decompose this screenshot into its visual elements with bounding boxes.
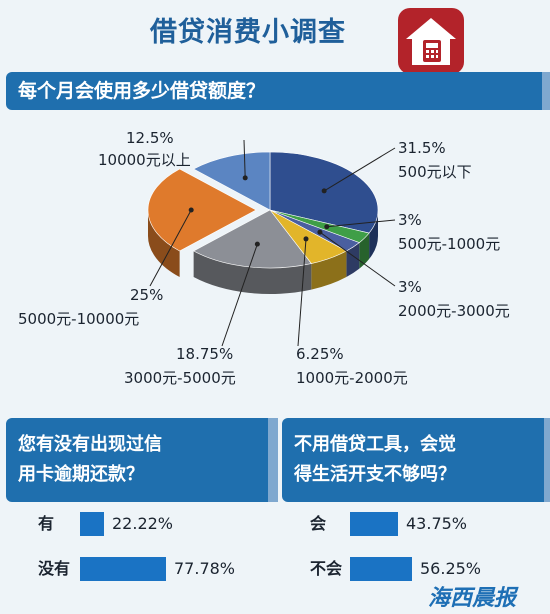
house-calculator-icon bbox=[398, 8, 464, 74]
pie-leader-line bbox=[319, 231, 396, 287]
bar-value-label: 22.22% bbox=[112, 514, 174, 533]
q2-bar-row-yes: 有 22.22% bbox=[0, 512, 270, 536]
pie-label-1000-2000: 1000元-2000元 bbox=[296, 369, 408, 387]
bar-value-label: 56.25% bbox=[420, 559, 482, 578]
pie-label-500-below-pct: 31.5% bbox=[398, 139, 446, 157]
pie-label-1000-2000-pct: 6.25% bbox=[296, 345, 344, 363]
q3-bar-row-no: 不会 56.25% bbox=[276, 557, 550, 581]
pie-slice-side bbox=[346, 242, 360, 278]
bar-category-label: 会 bbox=[310, 514, 327, 533]
page-title: 借贷消费小调查 bbox=[150, 17, 346, 48]
question-3-line-1: 不用借贷工具，会觉 bbox=[294, 434, 456, 455]
q2-bar-row-no: 没有 77.78% bbox=[0, 557, 270, 581]
pie-label-500-1000-pct: 3% bbox=[398, 211, 422, 229]
pie-label-5000-10000: 5000元-10000元 bbox=[18, 310, 140, 328]
bar-category-label: 有 bbox=[38, 514, 55, 533]
pie-leader-dot bbox=[321, 188, 327, 194]
pie-label-500-below: 500元以下 bbox=[398, 163, 472, 181]
newspaper-logo: 海西晨报 bbox=[428, 586, 517, 611]
bar-value-label: 43.75% bbox=[406, 514, 468, 533]
pie-slice bbox=[192, 151, 271, 211]
pie-leader-line bbox=[326, 219, 396, 228]
pie-label-500-1000: 500元-1000元 bbox=[398, 235, 501, 253]
pie-leader-line bbox=[221, 243, 258, 347]
pie-chart bbox=[147, 139, 396, 347]
pie-leader-dot bbox=[188, 207, 194, 213]
pie-slice-side bbox=[311, 251, 347, 290]
pie-slice-side bbox=[148, 210, 180, 278]
bar bbox=[350, 557, 412, 581]
pie-leader-dot bbox=[303, 236, 309, 242]
bar bbox=[80, 557, 166, 581]
question-2-banner: 您有没有出现过信 用卡逾期还款？ bbox=[6, 418, 278, 502]
pie-label-3000-5000: 3000元-5000元 bbox=[124, 369, 236, 387]
pie-leader-line bbox=[297, 238, 307, 347]
pie-slice-side bbox=[359, 233, 370, 269]
bar bbox=[80, 512, 104, 536]
question-3-banner: 不用借贷工具，会觉 得生活开支不够吗？ bbox=[282, 418, 550, 502]
question-1-banner: 每个月会使用多少借贷额度？ bbox=[6, 72, 550, 110]
pie-label-5000-10000-pct: 25% bbox=[130, 286, 164, 304]
pie-label-10000-above-pct: 12.5% bbox=[126, 129, 174, 147]
pie-label-10000-above: 10000元以上 bbox=[98, 151, 191, 169]
pie-leader-dot bbox=[317, 229, 323, 235]
pie-leader-line bbox=[323, 147, 396, 192]
pie-slice bbox=[147, 168, 257, 252]
bar-value-label: 77.78% bbox=[174, 559, 236, 578]
q3-bar-row-yes: 会 43.75% bbox=[276, 512, 550, 536]
pie-label-2000-3000-pct: 3% bbox=[398, 278, 422, 296]
question-2-line-1: 您有没有出现过信 bbox=[18, 434, 162, 455]
bar-category-label: 不会 bbox=[310, 559, 343, 578]
question-3-line-2: 得生活开支不够吗？ bbox=[294, 464, 456, 485]
pie-leader-dot bbox=[254, 241, 260, 247]
question-2-line-2: 用卡逾期还款？ bbox=[18, 464, 144, 485]
pie-leader-dot bbox=[242, 175, 248, 181]
bar-category-label: 没有 bbox=[38, 559, 71, 578]
pie-leader-line bbox=[243, 139, 246, 178]
pie-leader-dot bbox=[324, 224, 330, 230]
pie-leader-line bbox=[149, 209, 192, 287]
pie-label-3000-5000-pct: 18.75% bbox=[176, 345, 234, 363]
bar bbox=[350, 512, 398, 536]
pie-label-2000-3000: 2000元-3000元 bbox=[398, 302, 510, 320]
pie-slice-side bbox=[193, 251, 312, 294]
